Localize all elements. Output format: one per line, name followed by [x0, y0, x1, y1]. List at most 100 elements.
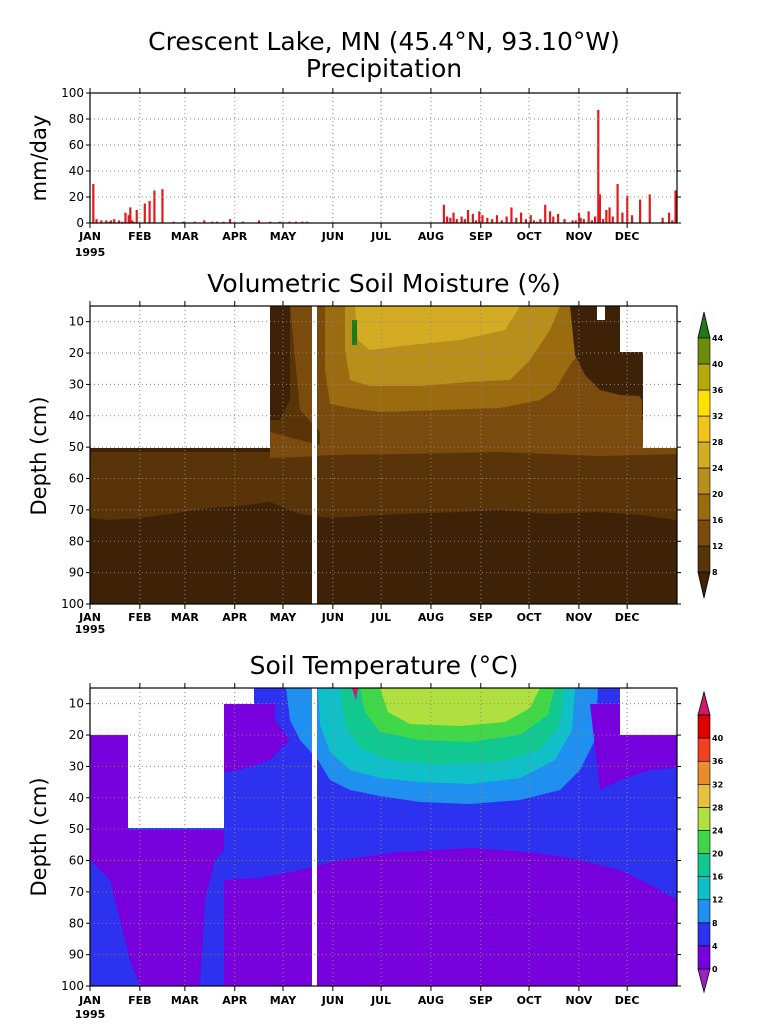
precip-bar	[109, 220, 113, 223]
moisture-colorbar-tick-label: 44	[712, 334, 724, 343]
precip-bar	[446, 216, 449, 223]
moisture-colorbar-max-arrow	[697, 311, 711, 339]
precip-bar	[455, 219, 458, 223]
precip-bar	[301, 221, 304, 223]
precip-bar	[597, 109, 600, 223]
temperature-colorbar-swatch	[697, 945, 711, 970]
precip-bar	[556, 213, 560, 223]
precip-year-label: 1995	[75, 246, 106, 259]
moisture-month-label: OCT	[517, 611, 542, 624]
precip-bar	[241, 221, 244, 223]
temperature-colorbar: 0 4 8 12 16 20 24 28 32 36 40	[697, 690, 724, 994]
precip-bar	[515, 217, 518, 223]
temperature-month-label: JUL	[370, 994, 391, 1007]
precip-y-tick-label: 100	[61, 86, 84, 100]
moisture-colorbar-tick-label: 20	[712, 490, 724, 499]
moisture-colorbar-tick-label: 36	[712, 386, 724, 395]
temperature-y-tick-label: 40	[69, 791, 84, 805]
moisture-year-label: 1995	[75, 623, 106, 636]
figure-title: Crescent Lake, MN (45.4°N, 93.10°W)	[148, 27, 620, 56]
precip-month-label: AUG	[418, 230, 444, 243]
temperature-colorbar-swatch	[697, 876, 711, 900]
temperature-colorbar-swatch	[697, 922, 711, 947]
precip-bar	[471, 213, 474, 223]
moisture-month-label: MAR	[171, 611, 199, 624]
temperature-year-label: 1995	[75, 1008, 106, 1021]
precip-month-label: OCT	[517, 230, 542, 243]
precip-bar	[294, 221, 298, 223]
precip-bar	[121, 221, 124, 223]
precip-bar	[95, 219, 98, 223]
precip-bar	[661, 217, 664, 223]
moisture-colorbar-tick-label: 40	[712, 360, 724, 369]
precip-bar	[452, 212, 455, 223]
temperature-month-label: JAN	[78, 994, 101, 1007]
precip-bar	[590, 220, 593, 223]
precip-plot-frame	[89, 92, 678, 224]
temperature-title: Soil Temperature (°C)	[250, 651, 519, 680]
precip-bar	[639, 199, 642, 223]
moisture-colorbar-swatch	[697, 441, 711, 469]
temperature-colorbar-tick-label: 32	[712, 780, 723, 789]
precip-bar	[593, 216, 597, 223]
moisture-title: Volumetric Soil Moisture (%)	[207, 269, 561, 298]
precip-y-tick-label: 20	[69, 190, 84, 204]
temperature-colorbar-swatch	[697, 760, 711, 785]
precip-bar	[481, 215, 484, 223]
temperature-colorbar-min-arrow	[697, 968, 711, 994]
soil-moisture-panel	[90, 306, 677, 604]
moisture-month-label: FEB	[128, 611, 151, 624]
temperature-month-label: JUN	[321, 994, 344, 1007]
precip-bar	[605, 210, 608, 223]
precip-bar	[587, 211, 590, 223]
precip-month-label: JAN	[78, 230, 101, 243]
precip-bar	[127, 215, 130, 223]
temperature-colorbar-max-arrow	[697, 690, 711, 716]
moisture-month-label: DEC	[615, 611, 640, 624]
moisture-colorbar-swatch	[697, 519, 711, 547]
precip-bar	[474, 220, 478, 223]
temperature-month-label: NOV	[566, 994, 593, 1007]
moisture-colorbar-tick-label: 12	[712, 542, 723, 551]
precip-bar	[117, 220, 121, 223]
temperature-colorbar-swatch	[697, 807, 711, 831]
moisture-y-tick-label: 90	[69, 566, 84, 580]
precip-month-label: JUN	[321, 230, 344, 243]
moisture-colorbar-swatch	[697, 337, 711, 365]
precip-bar	[288, 221, 291, 223]
precipitation-panel	[92, 109, 677, 223]
moisture-month-label: JUN	[321, 611, 344, 624]
precip-y-tick-label: 60	[69, 138, 84, 152]
soil-temperature-panel	[90, 688, 677, 986]
temperature-y-tick-label: 10	[69, 697, 84, 711]
precip-bar	[608, 207, 611, 223]
precip-bar	[616, 184, 619, 223]
temperature-colorbar-tick-label: 0	[712, 965, 718, 974]
temperature-colorbar-swatch	[697, 714, 711, 739]
temperature-month-label: MAR	[171, 994, 199, 1007]
precip-bar	[100, 220, 103, 223]
precip-month-label: MAR	[171, 230, 199, 243]
precip-bar	[129, 207, 132, 223]
moisture-y-tick-label: 80	[69, 534, 84, 548]
moisture-y-axis-label: Depth (cm)	[27, 396, 51, 515]
precip-bar	[536, 221, 539, 223]
moisture-y-tick-label: 10	[69, 315, 84, 329]
precip-bar	[532, 220, 536, 223]
moisture-y-tick-label: 30	[69, 377, 84, 391]
temperature-colorbar-swatch	[697, 899, 711, 924]
precip-bar	[520, 212, 523, 223]
temperature-month-label: AUG	[418, 994, 444, 1007]
precip-bar	[552, 216, 555, 223]
temperature-y-tick-label: 30	[69, 759, 84, 773]
precip-bar	[630, 215, 634, 223]
precip-y-tick-label: 40	[69, 164, 84, 178]
temperature-colorbar-swatch	[697, 737, 711, 762]
precip-bar	[582, 219, 585, 223]
temperature-colorbar-swatch	[697, 853, 711, 877]
precip-bar	[544, 204, 547, 223]
moisture-y-tick-label: 70	[69, 503, 84, 517]
moisture-colorbar-tick-label: 28	[712, 438, 724, 447]
temperature-colorbar-tick-label: 24	[712, 826, 724, 835]
